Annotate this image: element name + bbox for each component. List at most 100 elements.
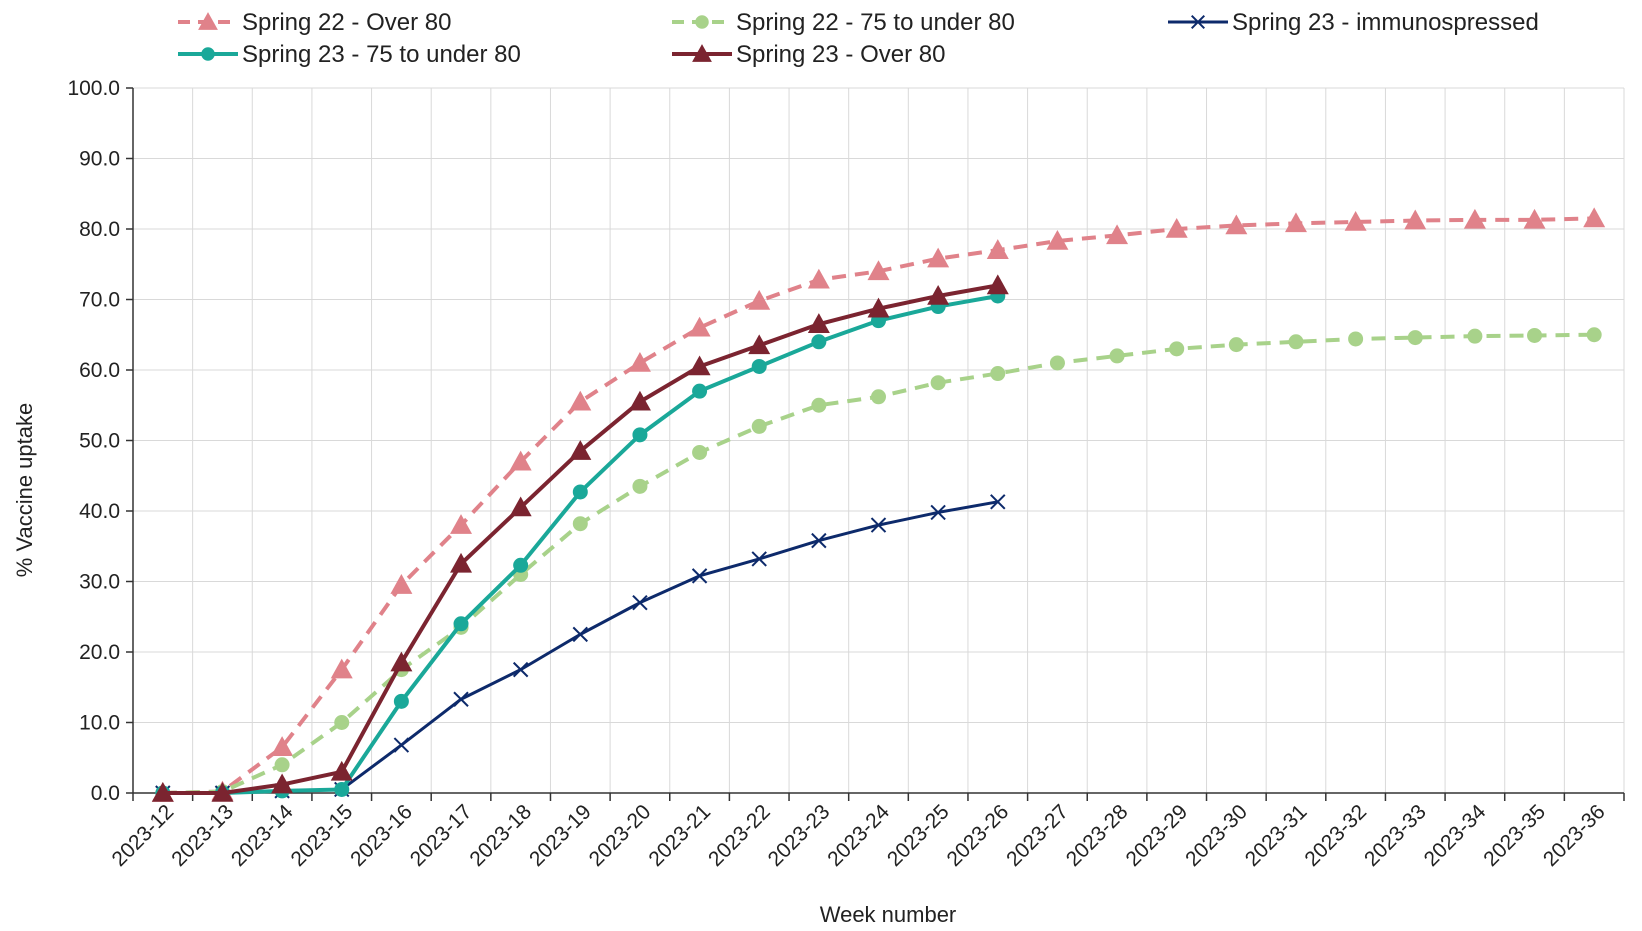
y-tick-labels: 0.0 10.0 20.0 30.0 40.0 50.0 60.0 70.0 80.0 90.0 1… [67, 77, 120, 805]
data-point [632, 478, 648, 494]
legend-item: Spring 23 - Over 80 [672, 41, 945, 68]
series-spring-23-75-to-under-80 [155, 288, 1006, 801]
data-point [692, 44, 712, 62]
data-point [811, 334, 827, 350]
y-tick-label: 20.0 [79, 641, 120, 664]
data-point [748, 334, 771, 355]
x-tick-labels: 2023-122023-132023-142023-152023-162023-… [108, 800, 1610, 871]
y-tick-label: 100.0 [67, 77, 120, 100]
y-tick-label: 80.0 [79, 218, 120, 241]
data-point [393, 737, 410, 753]
x-tick-label: 2023-34 [1420, 800, 1491, 871]
data-point [1228, 337, 1244, 353]
x-tick-label: 2023-14 [227, 800, 298, 871]
data-point [211, 782, 234, 802]
data-point [198, 12, 218, 30]
y-tick-label: 40.0 [79, 500, 120, 523]
data-point [271, 773, 294, 794]
axes [126, 87, 1625, 801]
y-tick-label: 0.0 [91, 782, 120, 805]
y-tick-label: 10.0 [79, 712, 120, 735]
data-point [1190, 14, 1206, 30]
data-point [930, 375, 946, 391]
data-point [512, 661, 529, 678]
x-tick-label: 2023-18 [465, 800, 536, 871]
series-line [162, 283, 999, 795]
series-spring-23-over-80 [151, 274, 1009, 802]
legend-label: Spring 23 - Over 80 [736, 41, 945, 68]
data-point [1527, 327, 1543, 343]
data-point [201, 47, 215, 61]
series-spring-22-over-80 [151, 207, 1606, 802]
legend-item: Spring 22 - 75 to under 80 [672, 9, 1015, 36]
data-point [1169, 341, 1185, 357]
data-point [271, 736, 294, 756]
data-point [688, 355, 711, 376]
y-axis-title: % Vaccine uptake [12, 403, 37, 577]
data-point [151, 782, 174, 802]
data-point [330, 760, 353, 781]
data-point [751, 418, 767, 434]
x-tick-label: 2023-25 [883, 800, 954, 871]
series-lines [151, 207, 1606, 802]
x-tick-label: 2023-16 [346, 800, 417, 871]
data-point [1049, 355, 1065, 371]
data-point [572, 626, 589, 643]
data-point [1407, 330, 1423, 346]
data-point [986, 274, 1009, 295]
x-tick-label: 2023-28 [1062, 800, 1133, 871]
legend-item: Spring 23 - immunospressed [1168, 9, 1539, 36]
y-tick-label: 30.0 [79, 571, 120, 594]
x-tick-label: 2023-13 [167, 800, 238, 871]
data-point [453, 616, 469, 632]
legend-label: Spring 22 - Over 80 [242, 9, 451, 36]
data-point [930, 504, 946, 521]
data-point [513, 557, 529, 573]
data-point [393, 693, 409, 709]
data-point [867, 297, 890, 318]
data-point [751, 358, 767, 374]
y-tick-label: 90.0 [79, 148, 120, 171]
data-point [1348, 331, 1364, 347]
x-tick-label: 2023-30 [1181, 800, 1252, 871]
data-point [334, 781, 350, 797]
data-point [450, 514, 473, 534]
data-point [572, 516, 588, 532]
data-point [1467, 328, 1483, 344]
x-tick-label: 2023-27 [1002, 800, 1073, 871]
legend-label: Spring 23 - 75 to under 80 [242, 41, 521, 68]
data-point [569, 440, 592, 460]
data-point [870, 517, 887, 533]
series-line [162, 294, 999, 795]
x-tick-label: 2023-12 [108, 800, 179, 871]
data-point [986, 239, 1009, 259]
data-point [1463, 208, 1486, 229]
x-tick-label: 2023-36 [1539, 800, 1610, 871]
data-point [572, 484, 588, 500]
data-point [450, 552, 473, 573]
x-tick-label: 2023-35 [1479, 800, 1550, 871]
data-point [1046, 229, 1069, 250]
data-point [1583, 207, 1606, 228]
x-tick-label: 2023-17 [406, 800, 477, 871]
data-point [509, 496, 532, 517]
data-point [1225, 214, 1248, 235]
data-point [691, 568, 708, 584]
data-point [751, 551, 767, 567]
data-point [1523, 208, 1546, 229]
data-point [1344, 210, 1367, 231]
x-tick-label: 2023-24 [823, 800, 894, 871]
legend-item: Spring 22 - Over 80 [178, 9, 451, 36]
data-point [748, 289, 771, 310]
data-point [1288, 334, 1304, 350]
grid-lines [132, 87, 1625, 794]
data-point [330, 658, 353, 679]
data-point [628, 390, 651, 411]
data-point [1165, 218, 1188, 238]
x-tick-label: 2023-15 [287, 800, 358, 871]
data-point [811, 397, 827, 413]
data-point [692, 383, 708, 399]
series-spring-22-75-to-under-80 [155, 327, 1602, 801]
data-point [807, 268, 830, 289]
